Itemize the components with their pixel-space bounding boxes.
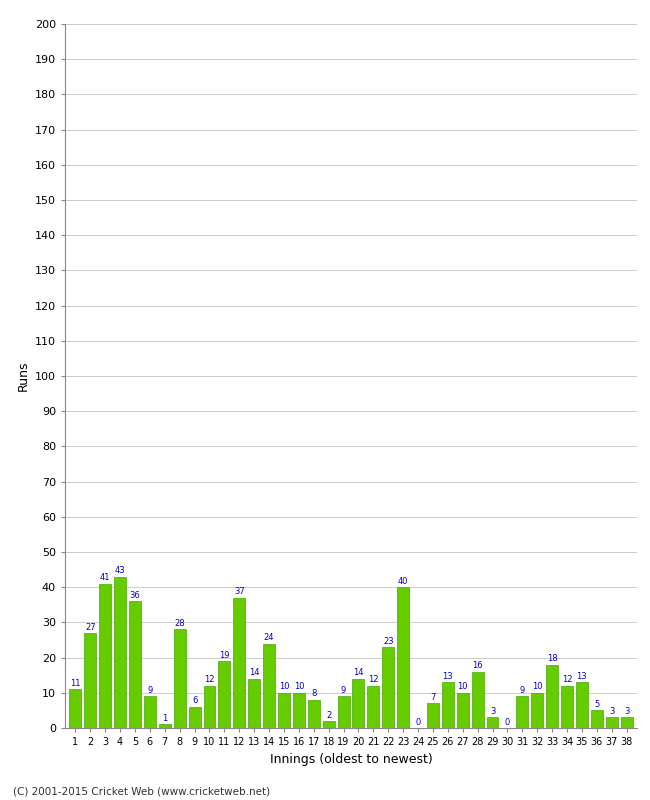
Text: 9: 9: [341, 686, 346, 695]
Text: 43: 43: [115, 566, 125, 575]
Text: 1: 1: [162, 714, 168, 723]
Bar: [278, 693, 290, 728]
Bar: [561, 686, 573, 728]
Text: 9: 9: [520, 686, 525, 695]
Bar: [188, 707, 201, 728]
Text: 12: 12: [204, 675, 214, 684]
Bar: [606, 718, 618, 728]
Text: 12: 12: [562, 675, 572, 684]
Text: 28: 28: [174, 619, 185, 628]
Text: 5: 5: [594, 700, 599, 709]
Bar: [337, 696, 350, 728]
Text: 3: 3: [490, 707, 495, 716]
Text: 3: 3: [609, 707, 614, 716]
Bar: [546, 665, 558, 728]
Text: 11: 11: [70, 679, 81, 688]
Text: 13: 13: [443, 672, 453, 681]
Bar: [114, 577, 126, 728]
Text: 24: 24: [264, 633, 274, 642]
Text: 0: 0: [415, 718, 421, 726]
Text: 27: 27: [85, 622, 96, 631]
Text: 10: 10: [294, 682, 304, 691]
Text: 14: 14: [353, 668, 364, 678]
Text: 7: 7: [430, 693, 436, 702]
Bar: [159, 725, 171, 728]
Text: 6: 6: [192, 697, 198, 706]
Text: 41: 41: [100, 574, 110, 582]
Bar: [218, 661, 230, 728]
X-axis label: Innings (oldest to newest): Innings (oldest to newest): [270, 753, 432, 766]
Text: 10: 10: [279, 682, 289, 691]
Bar: [591, 710, 603, 728]
Bar: [531, 693, 543, 728]
Bar: [367, 686, 380, 728]
Text: 3: 3: [624, 707, 629, 716]
Text: 2: 2: [326, 710, 332, 719]
Bar: [576, 682, 588, 728]
Text: 13: 13: [577, 672, 587, 681]
Text: 16: 16: [473, 662, 483, 670]
Text: 10: 10: [458, 682, 468, 691]
Text: 40: 40: [398, 577, 408, 586]
Bar: [516, 696, 528, 728]
Bar: [487, 718, 499, 728]
Text: 12: 12: [368, 675, 378, 684]
Y-axis label: Runs: Runs: [16, 361, 29, 391]
Bar: [427, 703, 439, 728]
Bar: [144, 696, 156, 728]
Text: 10: 10: [532, 682, 543, 691]
Text: 0: 0: [505, 718, 510, 726]
Bar: [352, 678, 365, 728]
Bar: [293, 693, 305, 728]
Bar: [99, 584, 111, 728]
Text: (C) 2001-2015 Cricket Web (www.cricketweb.net): (C) 2001-2015 Cricket Web (www.cricketwe…: [13, 786, 270, 796]
Bar: [621, 718, 632, 728]
Bar: [397, 587, 409, 728]
Bar: [203, 686, 215, 728]
Text: 9: 9: [148, 686, 153, 695]
Text: 8: 8: [311, 690, 317, 698]
Bar: [174, 630, 186, 728]
Bar: [457, 693, 469, 728]
Bar: [308, 700, 320, 728]
Bar: [129, 602, 141, 728]
Bar: [382, 647, 394, 728]
Bar: [263, 643, 275, 728]
Text: 18: 18: [547, 654, 558, 663]
Text: 23: 23: [383, 637, 393, 646]
Bar: [70, 690, 81, 728]
Text: 14: 14: [249, 668, 259, 678]
Text: 36: 36: [129, 591, 140, 600]
Bar: [322, 721, 335, 728]
Bar: [233, 598, 245, 728]
Bar: [442, 682, 454, 728]
Bar: [472, 672, 484, 728]
Bar: [84, 633, 96, 728]
Bar: [248, 678, 260, 728]
Text: 19: 19: [219, 650, 229, 660]
Text: 37: 37: [234, 587, 244, 596]
